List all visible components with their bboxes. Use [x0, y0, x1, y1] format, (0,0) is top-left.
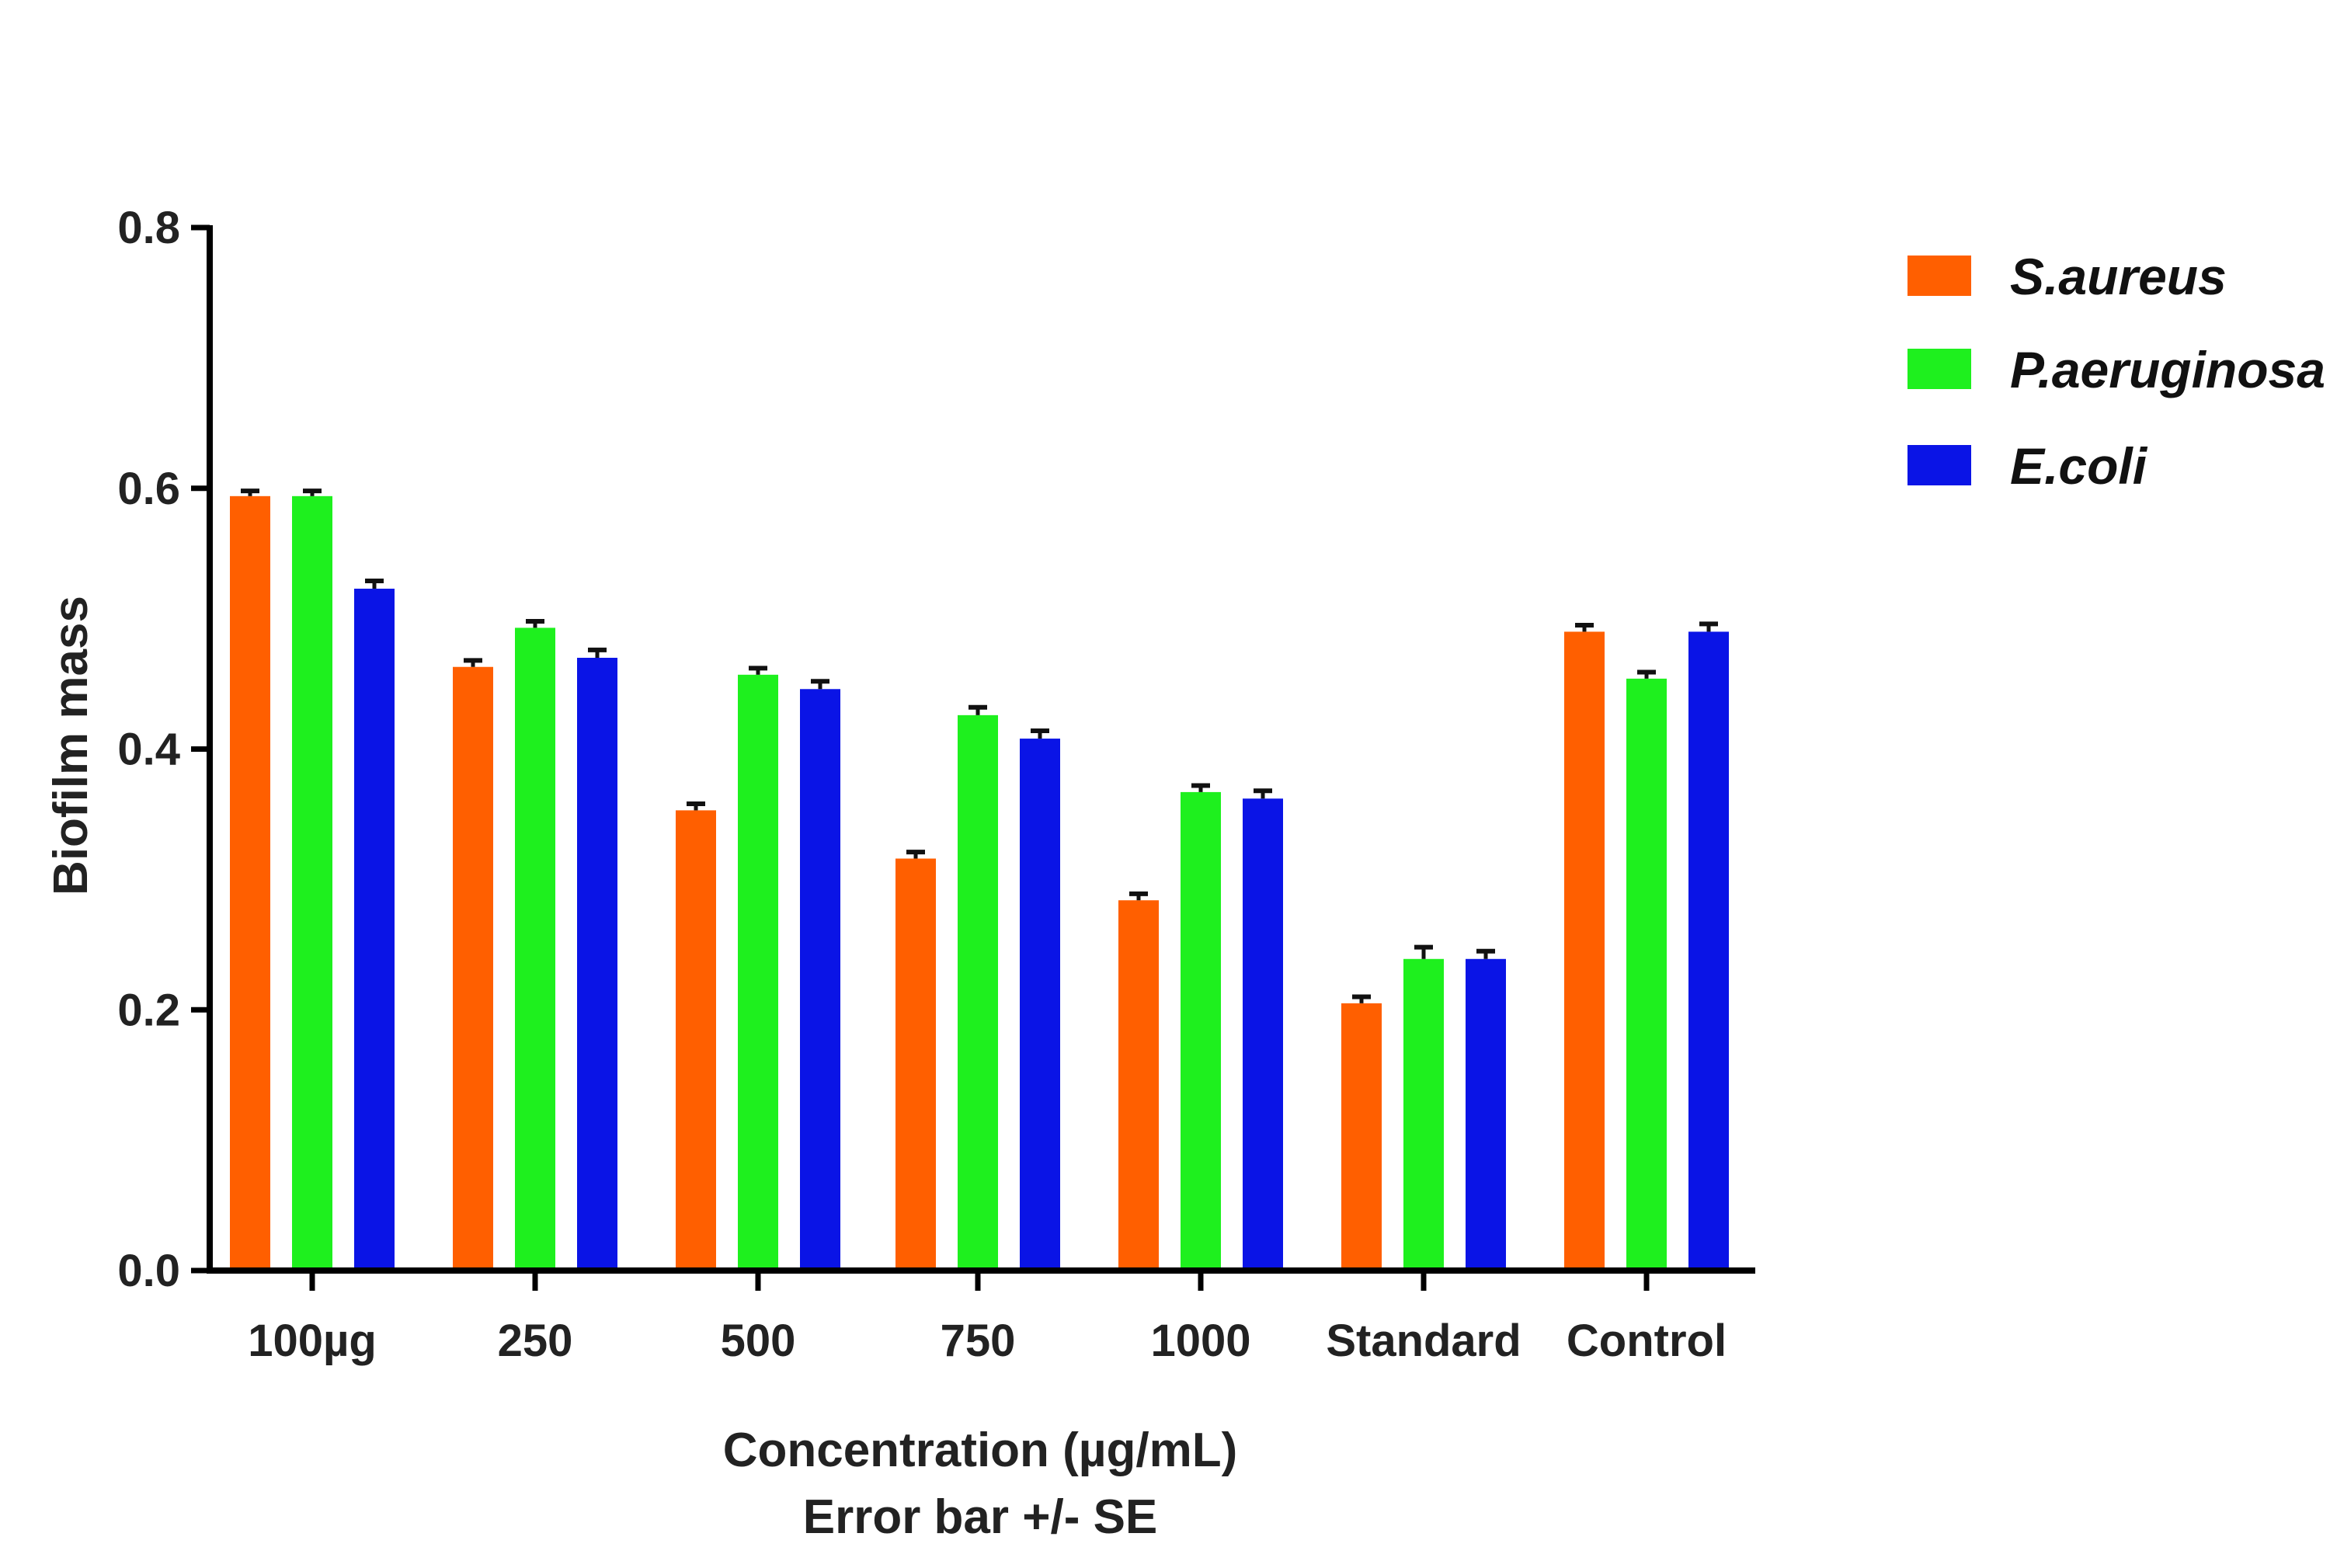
legend-swatch [1907, 349, 1971, 389]
legend-item: S.aureus [1907, 248, 2227, 305]
error-bar [1575, 623, 1594, 632]
error-bar [241, 488, 259, 496]
error-bar [969, 704, 987, 715]
bar-P.aeruginosa-100µg [292, 495, 332, 1271]
legend-swatch [1907, 256, 1971, 296]
y-tick-label: 0.2 [117, 985, 180, 1035]
y-tick-label: 0.6 [117, 464, 180, 514]
bar-E.coli-250 [577, 657, 617, 1271]
error-bar [749, 666, 767, 675]
bar-S.aureus-100µg [230, 495, 270, 1271]
error-bar [687, 801, 705, 811]
error-bar [1637, 669, 1656, 679]
x-axis-sublabel: Error bar +/- SE [803, 1490, 1158, 1544]
bar-E.coli-750 [1020, 739, 1060, 1271]
error-bar [1191, 783, 1210, 792]
error-bar [588, 647, 607, 658]
bar-P.aeruginosa-Control [1626, 678, 1667, 1271]
x-tick-label: 250 [498, 1316, 573, 1366]
legend-swatch [1907, 445, 1971, 485]
y-tick-label: 0.4 [117, 725, 180, 775]
bar-S.aureus-250 [453, 666, 493, 1271]
x-tick-label: 750 [941, 1316, 1016, 1366]
error-bar [1476, 948, 1495, 959]
bar-E.coli-1000 [1243, 798, 1283, 1271]
legend-label: S.aureus [2010, 248, 2227, 305]
bar-P.aeruginosa-750 [958, 714, 998, 1271]
y-tick-label: 0.0 [117, 1246, 180, 1296]
error-bar [1414, 944, 1433, 959]
bar-S.aureus-Control [1564, 631, 1605, 1271]
legend: S.aureus P.aeruginosa E.coli [1907, 248, 2325, 495]
error-bar [811, 679, 829, 690]
x-tick-label: Standard [1326, 1316, 1521, 1366]
bar-E.coli-500 [800, 689, 840, 1271]
bars-layer [230, 488, 1729, 1271]
axes-layer: 0.0 0.2 0.4 0.6 0.8 100µg 250 500 750 1000 Standar… [117, 203, 1755, 1366]
bar-E.coli-Control [1688, 631, 1729, 1271]
x-tick-label: 500 [721, 1316, 796, 1366]
bar-S.aureus-1000 [1118, 900, 1159, 1271]
x-tick-label: Control [1567, 1316, 1727, 1366]
y-tick-label: 0.8 [117, 203, 180, 253]
error-bar [1129, 891, 1148, 901]
error-bar [1699, 621, 1718, 632]
bar-S.aureus-500 [676, 810, 716, 1271]
x-tick-label: 100µg [248, 1316, 377, 1366]
bar-P.aeruginosa-500 [738, 674, 778, 1271]
bar-E.coli-Standard [1466, 958, 1506, 1271]
y-axis-label: Biofilm mass [44, 596, 98, 895]
error-bar [906, 850, 925, 859]
error-bar [1254, 788, 1272, 799]
bar-S.aureus-Standard [1341, 1003, 1382, 1271]
error-bar [1352, 994, 1371, 1003]
legend-label: P.aeruginosa [2010, 341, 2325, 398]
bar-S.aureus-750 [895, 858, 936, 1271]
bar-P.aeruginosa-1000 [1181, 791, 1221, 1271]
error-bar [365, 578, 384, 589]
legend-item: E.coli [1907, 437, 2148, 495]
error-bar [464, 658, 482, 667]
legend-item: P.aeruginosa [1907, 341, 2325, 398]
bar-P.aeruginosa-Standard [1403, 958, 1444, 1271]
error-bar [1031, 728, 1049, 739]
x-tick-label: 1000 [1150, 1316, 1250, 1366]
bar-E.coli-100µg [354, 589, 395, 1271]
legend-label: E.coli [2010, 437, 2148, 495]
x-axis-label: Concentration (µg/mL) [723, 1424, 1238, 1477]
error-bar [303, 488, 322, 496]
bar-P.aeruginosa-250 [515, 628, 555, 1271]
error-bar [526, 618, 544, 628]
